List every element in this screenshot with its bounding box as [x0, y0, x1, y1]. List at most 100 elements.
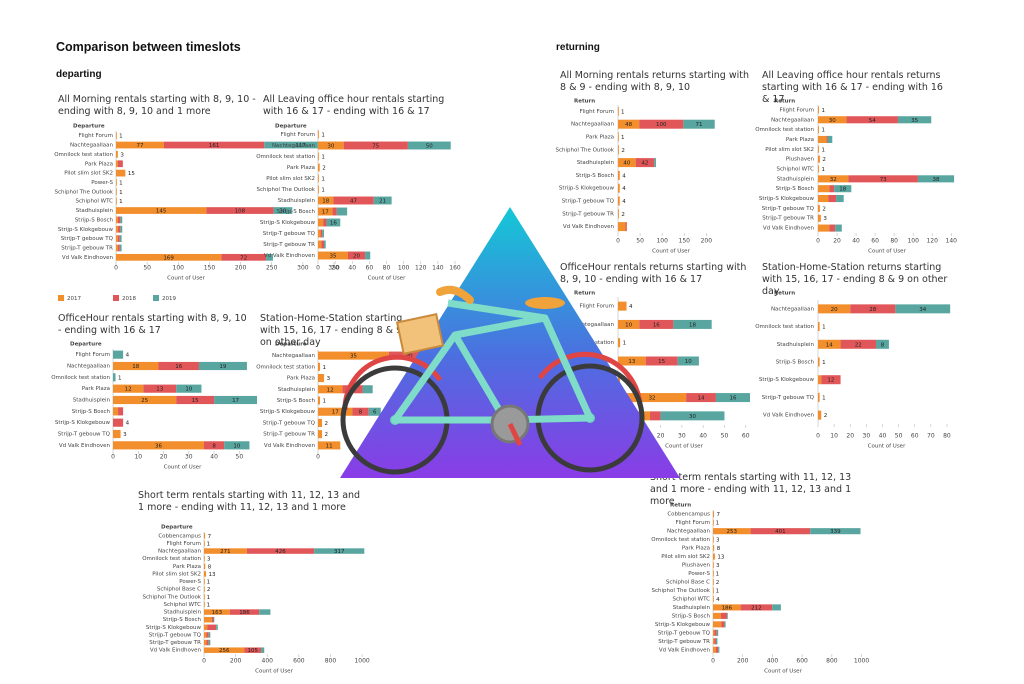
category-label: Vd Valk Eindhoven [563, 224, 615, 230]
category-label: Strijp-T gebouw TQ [263, 231, 316, 237]
x-tick-label: 400 [767, 658, 779, 665]
bar-segment [818, 185, 830, 193]
category-label: Omnilock test station [555, 340, 614, 346]
category-label: Stadhuisplein [278, 198, 316, 204]
value-label: 1 [716, 572, 720, 578]
value-label: 10 [233, 443, 240, 449]
bar-segment [113, 361, 159, 371]
chart-title: All Morning rentals starting with 8, 9, … [58, 94, 256, 117]
bar-segment [673, 319, 712, 329]
x-tick-label: 0 [816, 238, 820, 245]
x-tick-label: 120 [926, 238, 938, 245]
x-tick-label: 0 [816, 433, 820, 440]
value-label: 2 [822, 206, 826, 212]
x-tick-label: 20 [355, 454, 363, 461]
bar-segment [618, 119, 640, 129]
value-label: 3 [120, 152, 124, 158]
category-label: Schiphol WTC [673, 596, 711, 602]
x-axis-title: Count of User [255, 669, 293, 675]
value-label: 35 [911, 118, 918, 124]
bar-segment [818, 126, 819, 134]
x-axis-title: Count of User [868, 444, 906, 450]
bar-segment [116, 207, 207, 214]
value-label: 12 [327, 387, 334, 393]
bar-segment [204, 578, 205, 585]
category-label: Nachtegaallaan [571, 122, 615, 128]
category-label: Schiphol WTC [164, 602, 202, 608]
x-axis-title: Count of User [764, 669, 802, 675]
value-label: 186 [722, 605, 733, 611]
bar-segment [750, 528, 811, 535]
value-label: 35 [329, 254, 336, 260]
bar-segment [207, 624, 217, 631]
value-label: 19 [219, 364, 226, 370]
value-label: 38 [933, 177, 940, 183]
bar-segment [117, 216, 121, 224]
value-label: 1 [207, 595, 211, 601]
bar-segment [204, 624, 208, 631]
x-tick-label: 30 [678, 433, 686, 440]
value-label: 169 [163, 255, 174, 261]
x-tick-label: 0 [711, 658, 715, 665]
category-label: Strijp-T gebouw TR [562, 211, 614, 217]
value-label: 3 [327, 376, 331, 382]
value-label: 20 [406, 354, 413, 360]
value-label: 1 [207, 580, 211, 586]
bar-segment [318, 362, 321, 371]
x-tick-label: 100 [907, 238, 919, 245]
bar-segment [204, 647, 245, 653]
bar-segment [618, 158, 636, 168]
value-label: 2 [621, 212, 625, 218]
value-label: 4 [622, 199, 626, 205]
bar-segment [635, 158, 655, 168]
category-label: Nachtegaallaan [158, 549, 202, 555]
value-label: 401 [775, 529, 786, 535]
bar-segment [818, 165, 819, 173]
value-label: 1 [623, 377, 627, 383]
value-label: 7 [717, 512, 721, 518]
bar-segment [362, 385, 373, 394]
x-tick-label: 140 [946, 238, 958, 245]
category-label: Vd Valk Eindhoven [59, 443, 111, 449]
bar-segment [322, 229, 324, 238]
value-label: 10 [185, 387, 192, 393]
value-label: 71 [696, 122, 703, 128]
x-tick-label: 600 [293, 658, 305, 665]
value-label: 100 [656, 122, 667, 128]
bar-segment [326, 218, 341, 227]
value-label: 1 [321, 155, 325, 161]
category-label: Strijp-S Klokgebouw [759, 196, 815, 202]
x-tick-label: 0 [316, 265, 320, 272]
bar-segment [713, 612, 722, 619]
category-label: Strijp-S Klokgebouw [260, 409, 316, 415]
value-label: 1 [821, 167, 825, 173]
bar-segment [850, 304, 896, 314]
x-tick-label: 60 [436, 454, 444, 461]
category-label: Flight Forum [78, 133, 113, 139]
x-tick-label: 200 [235, 265, 247, 272]
bar-segment [204, 533, 206, 539]
legend-label: 2019 [162, 296, 176, 302]
bar-segment [221, 253, 267, 261]
value-label: 16 [330, 221, 337, 227]
category-label: Omnilock test station [142, 556, 201, 562]
bar-segment [810, 528, 861, 535]
bar-segment [714, 629, 717, 636]
value-label: 30 [829, 118, 836, 124]
bar-segment [818, 357, 820, 367]
x-tick-label: 30 [185, 454, 193, 461]
value-label: 1 [119, 180, 123, 186]
bar-segment [333, 196, 374, 205]
bar-segment [840, 339, 877, 349]
bar-segment [654, 158, 656, 168]
value-label: 4 [622, 186, 626, 192]
bar-segment [318, 441, 341, 450]
category-label: Flight Forum [280, 132, 315, 138]
bar-segment [818, 322, 820, 332]
bar-segment [206, 207, 274, 214]
bar-segment [713, 528, 751, 535]
bar-segment [618, 338, 621, 348]
value-label: 8 [212, 443, 216, 449]
value-label: 14 [698, 396, 705, 402]
